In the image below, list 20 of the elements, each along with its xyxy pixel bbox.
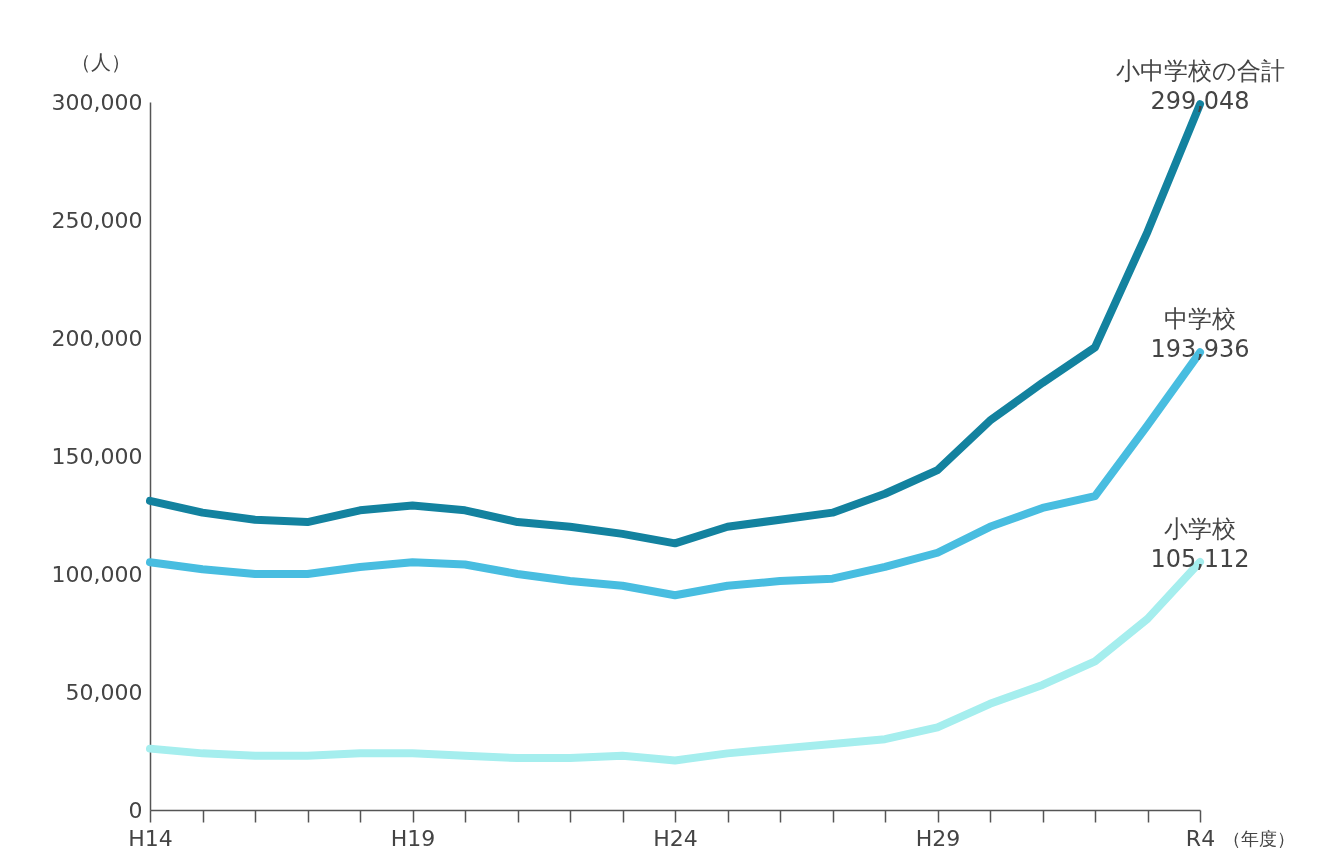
y-tick-label: 250,000 xyxy=(51,207,143,233)
x-tick-label: R4 xyxy=(1185,825,1216,851)
y-tick-label: 100,000 xyxy=(51,561,143,587)
x-tick-label: H14 xyxy=(128,825,173,851)
series-label: 中学校 xyxy=(1164,305,1236,334)
data-label: 299,048 xyxy=(1150,87,1250,116)
y-tick-label: 0 xyxy=(128,797,143,823)
y-tick-label: 150,000 xyxy=(51,443,143,469)
y-tick-label: 300,000 xyxy=(51,89,143,115)
series-label: 小中学校の合計 xyxy=(1115,57,1285,86)
x-tick-label: H24 xyxy=(653,825,698,851)
y-tick-label: 50,000 xyxy=(65,679,143,705)
x-tick-label: H29 xyxy=(915,825,961,851)
y-tick-label: 200,000 xyxy=(51,325,143,351)
data-label: 105,112 xyxy=(1150,544,1250,573)
x-tick-label: H19 xyxy=(390,825,436,851)
data-label: 193,936 xyxy=(1150,335,1250,364)
x-axis-title: （年度） xyxy=(1222,827,1295,849)
series-label: 小学校 xyxy=(1164,514,1236,543)
y-axis-title: （人） xyxy=(70,49,131,74)
